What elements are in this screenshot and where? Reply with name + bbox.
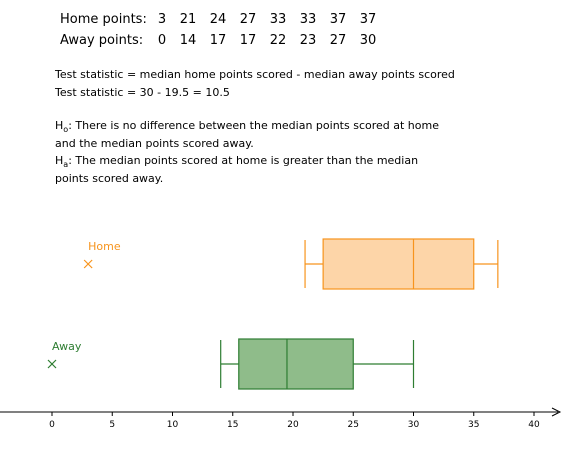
x-axis-tick-label: 20 [287,420,299,430]
x-axis-tick-label: 30 [408,420,420,430]
home-point-value: 27 [239,12,257,27]
home-iqr-box [322,238,475,290]
away-point-value: 14 [179,33,197,48]
away-point-value: 22 [269,33,287,48]
x-axis-tick-label: 0 [49,420,55,430]
away-point-marker-stroke [47,359,57,369]
alternative-hypothesis-symbol: H [55,154,64,167]
home-point-marker-stroke [83,259,93,269]
null-hypothesis: Ho: There is no difference between the m… [55,117,445,153]
home-points-label: Home points: [60,12,147,27]
null-hypothesis-subscript: o [63,125,69,134]
x-axis-tick-label: 35 [468,420,479,430]
away-point-value: 0 [157,33,167,48]
away-iqr-box [238,338,354,390]
home-point-marker-icon [83,259,93,269]
away-point-value: 17 [239,33,257,48]
x-axis-tick-label: 15 [227,420,238,430]
x-axis-tick-label: 25 [348,420,359,430]
home-point-value: 37 [359,12,377,27]
test-statistic-value: Test statistic = 30 - 19.5 = 10.5 [55,86,230,99]
away-points-label: Away points: [60,33,144,48]
away-point-value: 23 [299,33,317,48]
home-point-value: 21 [179,12,197,27]
home-series-label: Home [88,240,121,253]
alternative-hypothesis-text: : The median points scored at home is gr… [55,154,419,185]
away-point-value: 17 [209,33,227,48]
null-hypothesis-text: : There is no difference between the med… [55,119,439,150]
x-axis-tick-label: 40 [528,420,540,430]
x-axis-tick-label: 10 [167,420,179,430]
null-hypothesis-symbol: H [55,119,64,132]
test-statistic-definition: Test statistic = median home points scor… [55,68,455,81]
away-series-label: Away [52,340,82,353]
alternative-hypothesis-subscript: a [63,160,69,169]
away-point-marker-icon [47,359,57,369]
x-axis-tick-label: 5 [109,420,115,430]
home-point-value: 33 [299,12,317,27]
home-point-value: 37 [329,12,347,27]
home-point-value: 3 [157,12,167,27]
away-point-value: 27 [329,33,347,48]
x-axis-arrow-icon [551,407,562,417]
home-point-value: 33 [269,12,287,27]
home-point-value: 24 [209,12,227,27]
away-point-value: 30 [359,33,377,48]
alternative-hypothesis: Ha: The median points scored at home is … [55,152,445,188]
